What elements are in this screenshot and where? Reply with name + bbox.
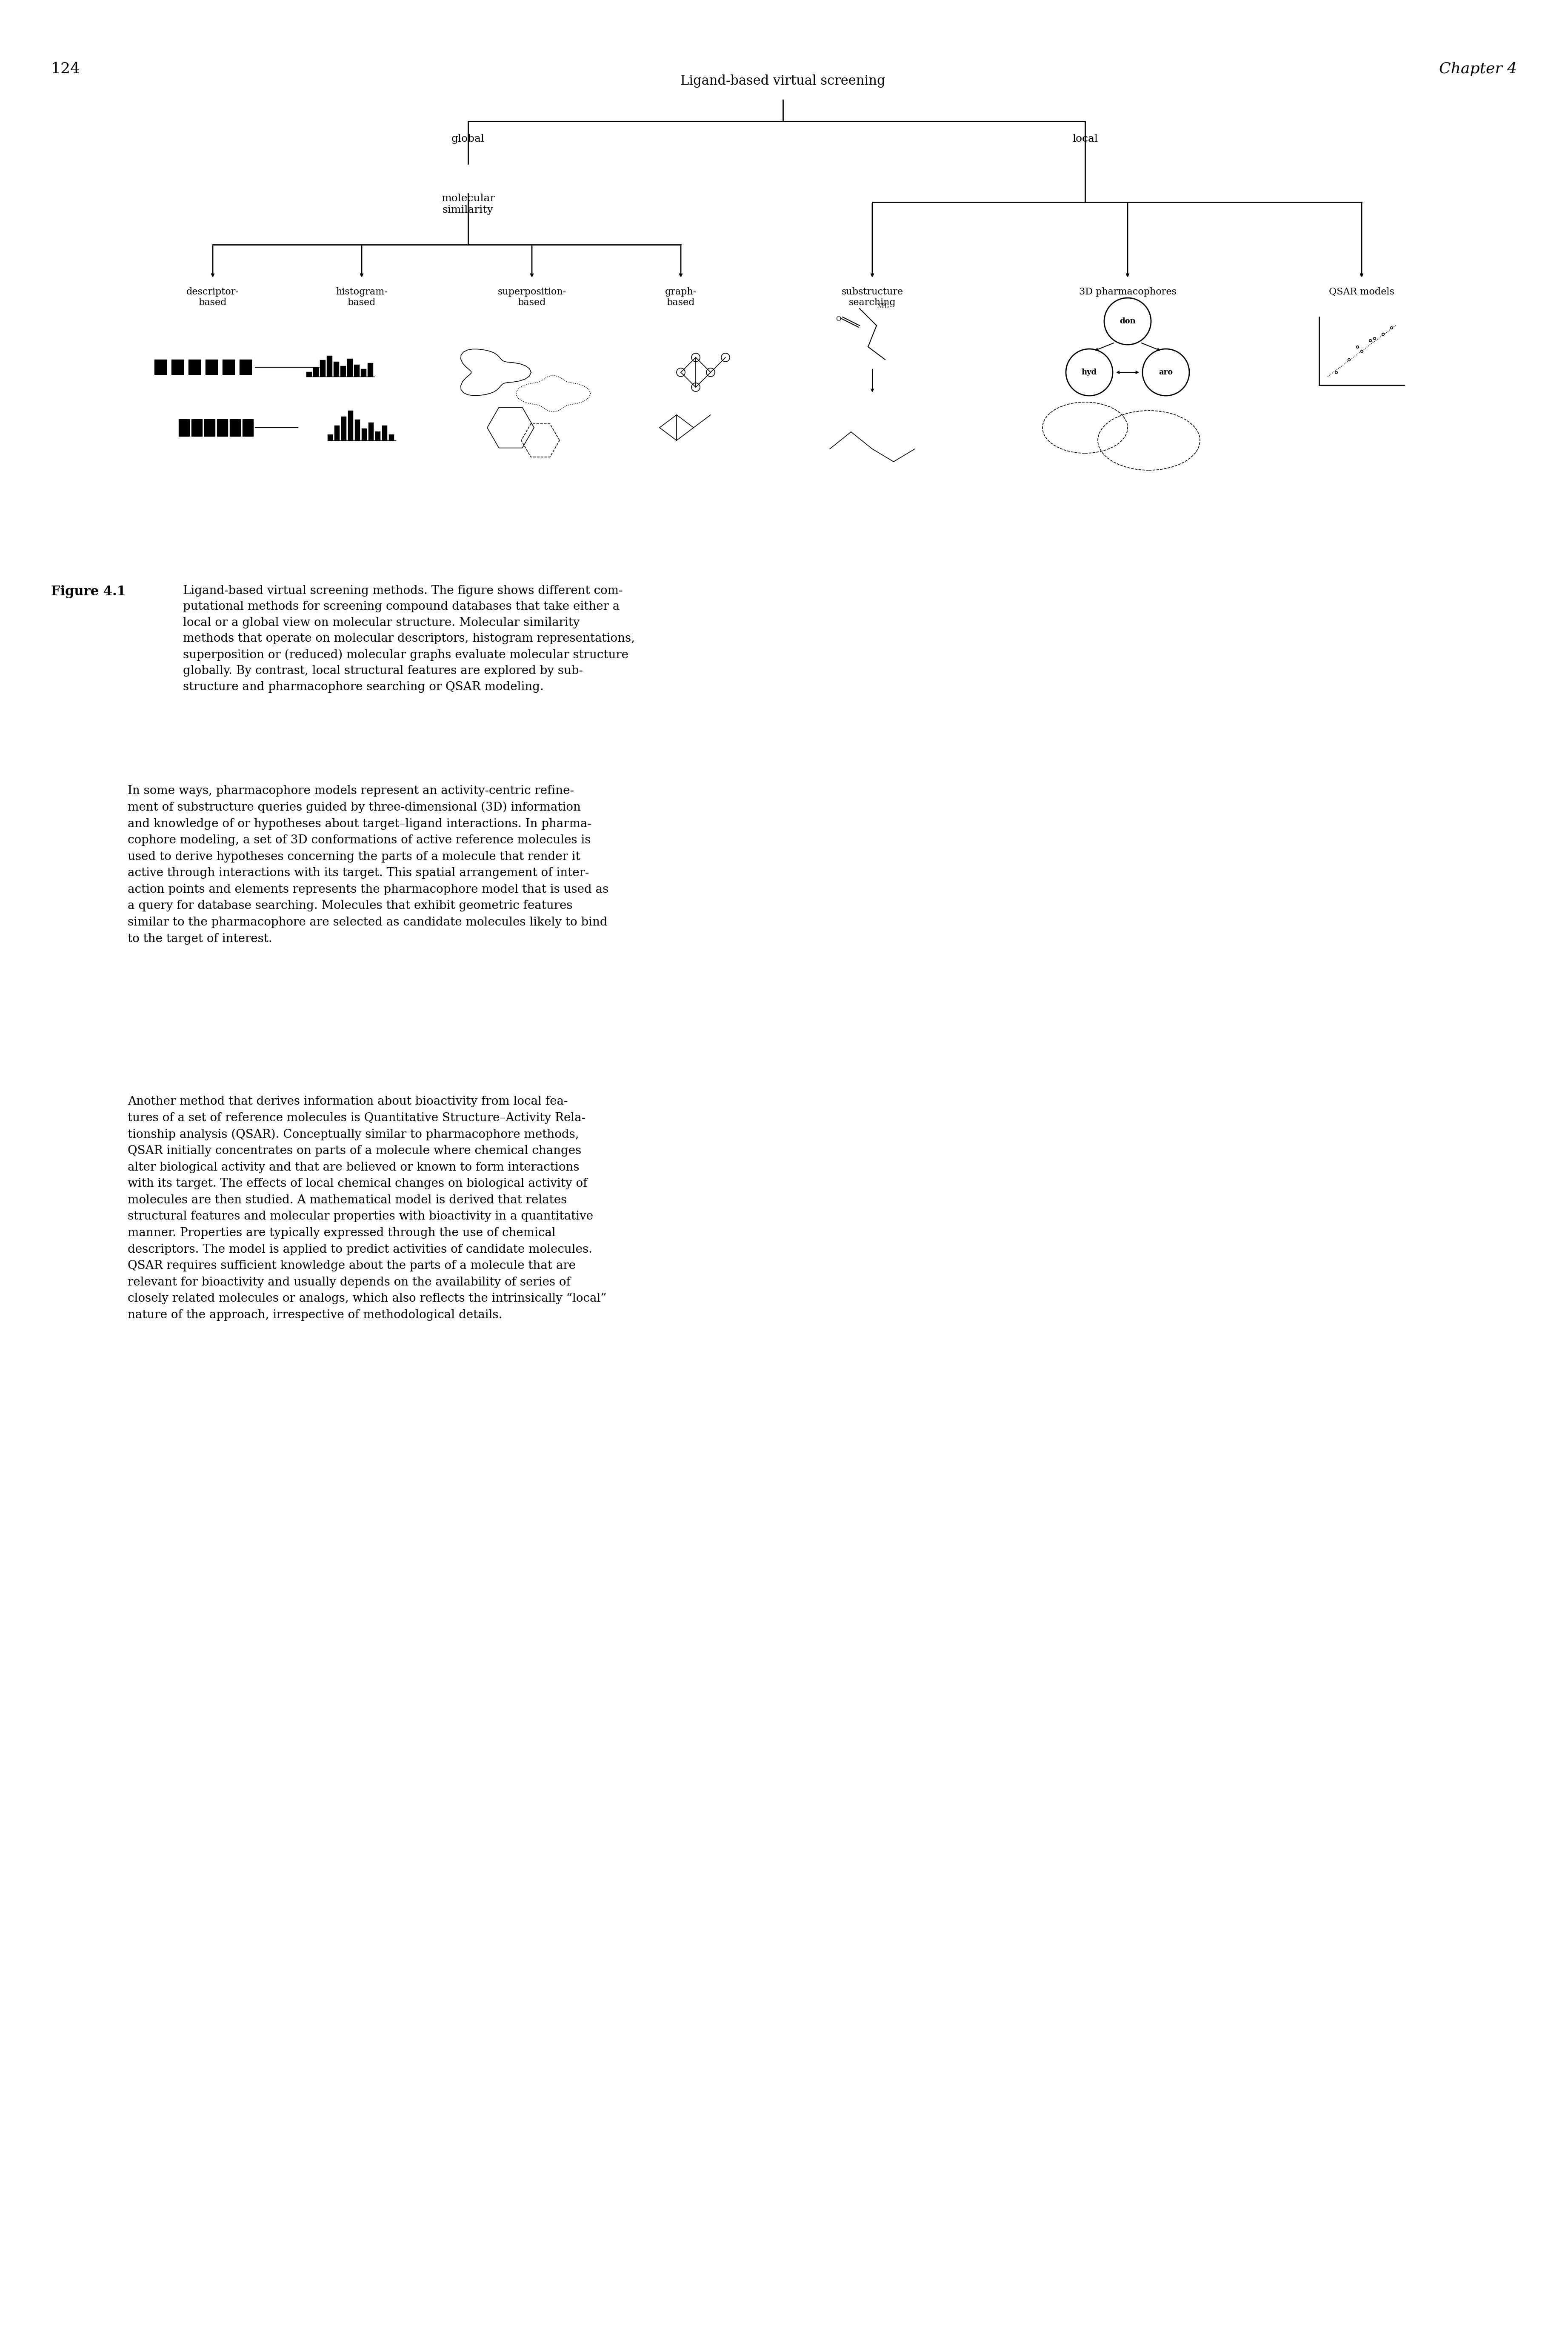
Circle shape bbox=[676, 369, 685, 376]
Circle shape bbox=[1143, 348, 1189, 395]
Bar bbox=[191, 418, 202, 437]
Circle shape bbox=[691, 383, 699, 393]
Text: In some ways, pharmacophore models represent an activity-centric refine-
ment of: In some ways, pharmacophore models repre… bbox=[127, 785, 608, 945]
Text: descriptor-
based: descriptor- based bbox=[187, 287, 240, 308]
Text: superposition-
based: superposition- based bbox=[497, 287, 566, 308]
Bar bbox=[314, 367, 318, 376]
Text: global: global bbox=[452, 134, 485, 143]
Bar bbox=[383, 426, 387, 440]
Bar bbox=[340, 367, 347, 376]
Bar bbox=[306, 371, 312, 376]
Bar bbox=[223, 360, 235, 374]
Text: O: O bbox=[836, 315, 840, 322]
Text: Ligand-based virtual screening: Ligand-based virtual screening bbox=[681, 75, 886, 87]
Bar bbox=[354, 364, 359, 376]
Bar bbox=[171, 360, 183, 374]
Text: 3D pharmacophores: 3D pharmacophores bbox=[1079, 287, 1176, 296]
Bar bbox=[367, 362, 373, 376]
Bar bbox=[240, 360, 251, 374]
Bar bbox=[354, 418, 361, 440]
Bar bbox=[205, 360, 218, 374]
Circle shape bbox=[1104, 299, 1151, 346]
Bar bbox=[155, 360, 166, 374]
Bar bbox=[204, 418, 215, 437]
Bar bbox=[368, 423, 373, 440]
Text: Figure 4.1: Figure 4.1 bbox=[52, 585, 125, 597]
Circle shape bbox=[1066, 348, 1113, 395]
Bar bbox=[334, 362, 339, 376]
Text: molecular
similarity: molecular similarity bbox=[441, 193, 495, 214]
Bar bbox=[334, 426, 340, 440]
Circle shape bbox=[721, 353, 729, 362]
Bar bbox=[328, 435, 332, 440]
Bar bbox=[230, 418, 240, 437]
Text: 124: 124 bbox=[52, 61, 80, 75]
Bar bbox=[320, 360, 326, 376]
Text: hyd: hyd bbox=[1082, 369, 1098, 376]
Bar bbox=[342, 416, 347, 440]
Text: local: local bbox=[1073, 134, 1098, 143]
Text: QSAR models: QSAR models bbox=[1330, 287, 1394, 296]
Bar bbox=[348, 411, 353, 440]
Bar bbox=[361, 369, 367, 376]
Circle shape bbox=[691, 353, 699, 362]
Text: histogram-
based: histogram- based bbox=[336, 287, 387, 308]
Text: Chapter 4: Chapter 4 bbox=[1439, 61, 1516, 75]
Circle shape bbox=[706, 369, 715, 376]
Bar bbox=[243, 418, 252, 437]
Bar bbox=[179, 418, 190, 437]
Text: aro: aro bbox=[1159, 369, 1173, 376]
Bar bbox=[216, 418, 227, 437]
Text: graph-
based: graph- based bbox=[665, 287, 696, 308]
Bar bbox=[326, 355, 332, 376]
Text: Ligand-based virtual screening methods. The figure shows different com-
putation: Ligand-based virtual screening methods. … bbox=[183, 585, 635, 694]
Bar bbox=[375, 433, 381, 440]
Bar bbox=[362, 428, 367, 440]
Text: don: don bbox=[1120, 317, 1135, 324]
Text: substructure
searching: substructure searching bbox=[842, 287, 903, 308]
Text: NH₂: NH₂ bbox=[877, 303, 889, 310]
Bar bbox=[188, 360, 201, 374]
Bar bbox=[389, 435, 394, 440]
Text: Another method that derives information about bioactivity from local fea-
tures : Another method that derives information … bbox=[127, 1096, 607, 1321]
Bar bbox=[347, 360, 353, 376]
